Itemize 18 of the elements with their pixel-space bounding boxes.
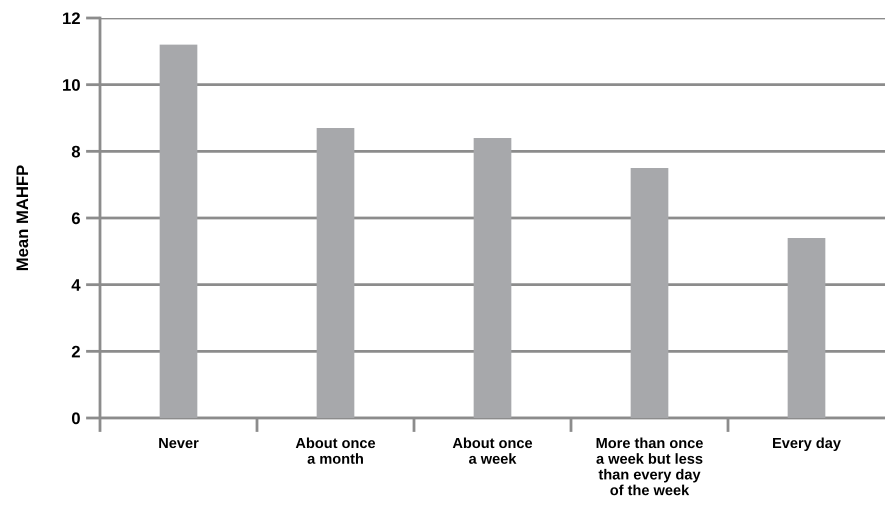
y-tick-label: 8 [72, 146, 80, 158]
bar [160, 44, 198, 418]
y-tick-label: 4 [72, 279, 80, 291]
y-tick-label: 0 [72, 412, 80, 424]
x-tick-label: About once a week [452, 437, 532, 464]
y-axis-title: Mean MAHFP [16, 165, 28, 270]
y-tick-label: 6 [72, 212, 80, 224]
bar [630, 168, 668, 418]
x-tick-label: Every day [773, 437, 841, 452]
x-tick-label: About once a month [296, 437, 376, 464]
y-tick-label: 10 [63, 79, 80, 91]
x-tick-label: More than once a week but less than every day of the week [596, 437, 703, 496]
bar [788, 238, 826, 418]
y-tick-label: 2 [72, 346, 80, 358]
x-tick-label: Never [159, 438, 199, 448]
y-tick-label: 12 [63, 12, 80, 24]
bar [474, 138, 512, 418]
bar [316, 128, 354, 418]
